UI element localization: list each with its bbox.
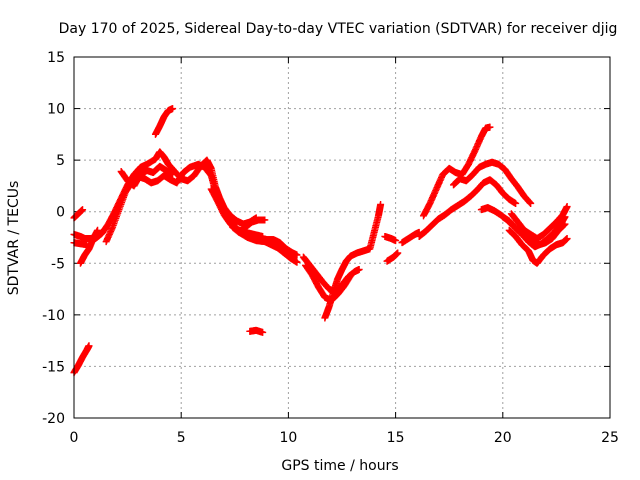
y-tick-label: 10 <box>47 102 65 118</box>
y-tick-label: 0 <box>56 205 65 221</box>
data-point <box>347 272 355 280</box>
data-point <box>293 258 301 266</box>
series-track-u <box>419 123 494 220</box>
data-point <box>79 206 87 214</box>
x-tick-label: 15 <box>387 430 405 446</box>
series-track-h <box>117 162 177 190</box>
y-tick-label: -15 <box>42 359 65 375</box>
x-tick-label: 25 <box>601 430 619 446</box>
data-point <box>527 199 535 207</box>
data-point <box>355 265 363 273</box>
chart-title: Day 170 of 2025, Sidereal Day-to-day VTE… <box>59 21 618 37</box>
y-tick-label: 15 <box>47 50 65 66</box>
x-tick-label: 0 <box>70 430 79 446</box>
series-track-p <box>321 200 385 322</box>
data-points <box>70 105 571 377</box>
data-point <box>169 171 177 179</box>
data-point <box>85 342 93 350</box>
data-point <box>293 251 301 259</box>
y-tick-label: 5 <box>56 153 65 169</box>
series-track-z <box>507 203 571 243</box>
data-point <box>563 235 571 243</box>
x-axis: 0 5 10 15 20 25 <box>70 57 619 446</box>
y-axis: -20 -15 -10 -5 0 5 10 15 <box>42 50 610 427</box>
data-point <box>563 203 571 211</box>
grid <box>74 57 610 418</box>
series-track-a <box>70 206 87 222</box>
x-tick-label: 5 <box>177 430 186 446</box>
y-axis-label: SDTVAR / TECUs <box>6 181 22 296</box>
y-tick-label: -20 <box>42 411 65 427</box>
series-track-l <box>229 216 269 236</box>
data-point <box>392 237 400 245</box>
series-track-q <box>383 249 402 265</box>
y-tick-label: -10 <box>42 308 65 324</box>
data-point <box>486 123 494 131</box>
series-track-c <box>70 239 91 249</box>
series-track-i <box>151 105 177 138</box>
data-point <box>512 199 520 207</box>
data-point <box>261 216 269 224</box>
series-track-t <box>415 176 520 240</box>
y-tick-label: -5 <box>51 256 65 272</box>
series-track-o <box>302 261 355 304</box>
x-tick-label: 20 <box>494 430 512 446</box>
x-axis-label: GPS time / hours <box>281 458 398 474</box>
series-track-k <box>248 232 301 259</box>
data-point <box>394 249 402 257</box>
series-track-r <box>381 232 400 245</box>
series-track-y <box>505 226 571 267</box>
series-track-m <box>246 326 267 336</box>
data-point <box>169 105 177 113</box>
x-tick-label: 10 <box>279 430 297 446</box>
series-track-x <box>499 213 569 251</box>
data-point <box>377 200 385 208</box>
data-point <box>259 328 267 336</box>
data-point <box>94 226 102 234</box>
series-track-v <box>449 158 535 207</box>
plot-frame <box>73 56 611 419</box>
